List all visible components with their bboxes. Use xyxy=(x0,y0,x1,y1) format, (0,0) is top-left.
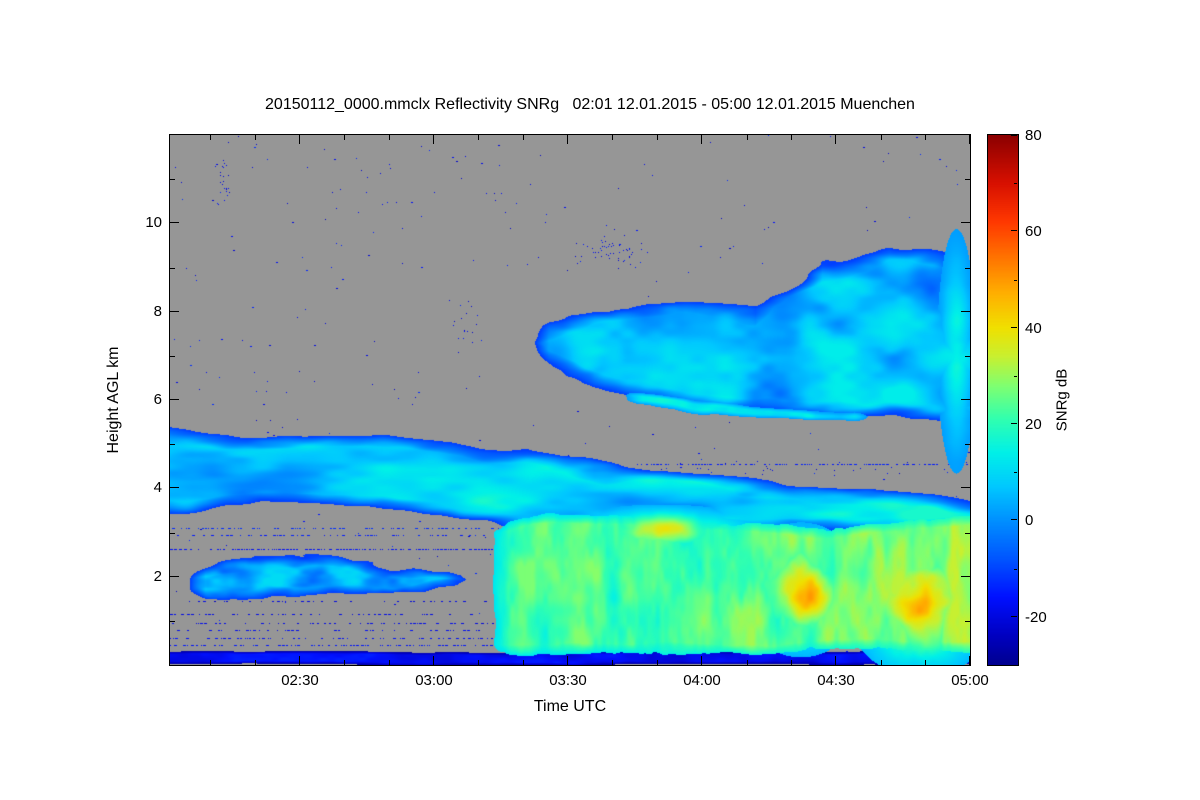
colorbar-minor-tick xyxy=(1014,569,1017,570)
x-minor-tick xyxy=(657,135,658,140)
y-minor-tick xyxy=(965,179,970,180)
x-minor-tick xyxy=(478,135,479,140)
y-major-tick xyxy=(170,576,179,577)
colorbar-tick-label: 20 xyxy=(1025,416,1042,433)
colorbar-major-tick xyxy=(1011,423,1017,424)
x-major-tick xyxy=(299,656,300,665)
x-tick-label: 03:30 xyxy=(549,672,587,689)
x-minor-tick xyxy=(210,660,211,665)
x-major-tick xyxy=(701,656,702,665)
y-minor-tick xyxy=(170,179,175,180)
colorbar-gradient xyxy=(988,135,1018,665)
x-minor-tick xyxy=(612,660,613,665)
y-major-tick xyxy=(961,487,970,488)
colorbar-minor-tick xyxy=(1014,280,1017,281)
y-minor-tick xyxy=(170,356,175,357)
x-minor-tick xyxy=(747,660,748,665)
y-minor-tick xyxy=(170,533,175,534)
colorbar-major-tick xyxy=(1011,230,1017,231)
x-minor-tick xyxy=(881,660,882,665)
x-major-tick xyxy=(567,135,568,144)
plot-title: 20150112_0000.mmclx Reflectivity SNRg 02… xyxy=(265,96,915,113)
x-major-tick xyxy=(567,656,568,665)
x-major-tick xyxy=(969,656,970,665)
x-minor-tick xyxy=(925,660,926,665)
y-tick-label: 10 xyxy=(145,214,162,231)
x-minor-tick xyxy=(344,660,345,665)
y-major-tick xyxy=(961,222,970,223)
x-minor-tick xyxy=(255,135,256,140)
colorbar-major-tick xyxy=(1011,616,1017,617)
colorbar-frame xyxy=(987,134,1019,666)
colorbar-tick-label: -20 xyxy=(1025,609,1047,626)
y-minor-tick xyxy=(170,621,175,622)
x-tick-label: 02:30 xyxy=(281,672,319,689)
y-major-tick xyxy=(170,399,179,400)
x-minor-tick xyxy=(523,135,524,140)
x-minor-tick xyxy=(925,135,926,140)
colorbar-tick-label: 60 xyxy=(1025,223,1042,240)
x-minor-tick xyxy=(389,660,390,665)
x-minor-tick xyxy=(791,135,792,140)
y-minor-tick xyxy=(965,356,970,357)
x-minor-tick xyxy=(210,135,211,140)
reflectivity-heatmap xyxy=(170,135,970,665)
y-major-tick xyxy=(961,576,970,577)
heatmap-plot-frame xyxy=(169,134,971,666)
y-minor-tick xyxy=(965,533,970,534)
colorbar-major-tick xyxy=(1011,327,1017,328)
x-major-tick xyxy=(299,135,300,144)
y-minor-tick xyxy=(170,268,175,269)
y-minor-tick xyxy=(965,268,970,269)
colorbar-tick-label: 80 xyxy=(1025,127,1042,144)
y-major-tick xyxy=(961,399,970,400)
y-tick-label: 4 xyxy=(153,479,162,496)
x-minor-tick xyxy=(344,135,345,140)
colorbar-minor-tick xyxy=(1014,183,1017,184)
y-tick-label: 8 xyxy=(153,303,162,320)
x-major-tick xyxy=(969,135,970,144)
y-minor-tick xyxy=(170,444,175,445)
x-minor-tick xyxy=(791,660,792,665)
x-minor-tick xyxy=(612,135,613,140)
x-minor-tick xyxy=(881,135,882,140)
x-minor-tick xyxy=(523,660,524,665)
x-major-tick xyxy=(835,135,836,144)
y-tick-label: 2 xyxy=(153,568,162,585)
x-major-tick xyxy=(433,656,434,665)
x-tick-label: 03:00 xyxy=(415,672,453,689)
x-minor-tick xyxy=(657,660,658,665)
x-minor-tick xyxy=(255,660,256,665)
x-minor-tick xyxy=(389,135,390,140)
y-tick-label: 6 xyxy=(153,391,162,408)
colorbar-minor-tick xyxy=(1014,376,1017,377)
x-tick-label: 04:30 xyxy=(817,672,855,689)
x-tick-label: 04:00 xyxy=(683,672,721,689)
colorbar-tick-label: 0 xyxy=(1025,512,1034,529)
y-major-tick xyxy=(170,487,179,488)
colorbar-minor-tick xyxy=(1014,472,1017,473)
x-minor-tick xyxy=(747,135,748,140)
y-minor-tick xyxy=(965,444,970,445)
x-minor-tick xyxy=(478,660,479,665)
y-major-tick xyxy=(170,222,179,223)
colorbar-tick-label: 40 xyxy=(1025,320,1042,337)
x-axis-title: Time UTC xyxy=(533,698,607,715)
x-tick-label: 05:00 xyxy=(951,672,989,689)
x-major-tick xyxy=(835,656,836,665)
y-major-tick xyxy=(961,311,970,312)
colorbar-major-tick xyxy=(1011,519,1017,520)
x-major-tick xyxy=(701,135,702,144)
y-minor-tick xyxy=(965,621,970,622)
x-major-tick xyxy=(433,135,434,144)
y-major-tick xyxy=(170,311,179,312)
colorbar-major-tick xyxy=(1011,135,1017,136)
